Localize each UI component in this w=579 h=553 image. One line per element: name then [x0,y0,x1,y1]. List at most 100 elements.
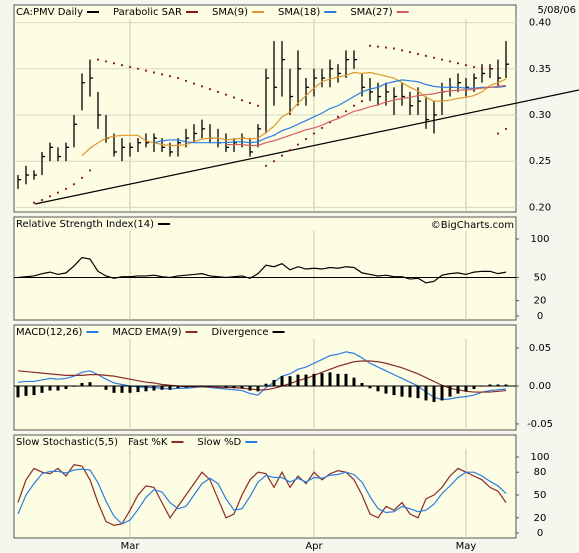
legend-label: Parabolic SAR [113,7,182,18]
sar-dot [120,64,124,67]
sar-dot [224,93,228,96]
divergence-bar [328,372,332,386]
divergence-bar [440,386,444,401]
sar-dot [80,176,84,179]
sar-dot [256,104,260,107]
divergence-bar [112,386,116,393]
legend-label: MACD(12,26) [16,327,83,338]
sar-dot [152,71,156,74]
sar-dot [136,67,140,70]
sar-dot [128,65,132,69]
sar-dot [240,99,244,102]
sar-dot [392,47,396,50]
legend-label: CA:PMV Daily [16,7,83,18]
x-tick-label: Mar [121,541,141,552]
sar-dot [472,65,476,69]
sar-dot [368,44,372,47]
sar-dot [272,160,276,163]
divergence-bar [128,386,132,393]
divergence-bar [16,386,20,398]
sar-dot [496,132,500,135]
divergence-bar [488,384,492,386]
legend-label: Divergence [212,327,269,338]
panel [13,216,517,321]
divergence-bar [496,384,500,386]
divergence-bar [64,386,68,390]
divergence-bar [120,386,124,393]
sar-dot [288,149,292,152]
divergence-bar [448,386,452,397]
x-tick-label: May [456,541,477,552]
sar-dot [504,127,508,130]
sar-dot [168,75,172,78]
sar-dot [96,58,100,61]
sar-dot [304,137,308,141]
divergence-bar [504,384,508,386]
series-line [17,463,507,527]
sar-dot [56,191,60,194]
sar-dot [72,183,76,186]
legend-label: SMA(18) [278,7,320,18]
y-tick-label: 0.40 [529,18,551,29]
y-tick-label: 100 [530,234,549,245]
sar-dot [48,195,52,198]
sar-dot [360,100,364,103]
y-tick-label: 100 [530,452,549,463]
divergence-bar [248,386,252,391]
y-tick-label: 80 [534,467,547,478]
divergence-bar [224,386,228,388]
sar-dot [264,164,268,167]
divergence-bar [376,386,380,392]
sar-dot [192,82,196,85]
sar-dot [480,67,484,70]
divergence-bar [352,377,356,386]
sar-dot [464,64,468,67]
sar-dot [440,58,444,61]
sar-dot [320,126,324,130]
divergence-bar [264,383,268,386]
divergence-bar [168,386,172,390]
y-tick-label: 20 [534,296,547,307]
y-tick-label: 0.05 [529,343,551,354]
sar-dot [376,45,380,48]
divergence-bar [56,386,60,391]
divergence-bar [104,386,108,390]
panel [13,324,517,431]
divergence-bar [464,386,468,392]
sar-dot [184,79,188,82]
divergence-bar [136,386,140,393]
y-tick-label: 0.30 [529,110,551,121]
y-tick-label: 0.00 [529,381,551,392]
y-tick-label: 0 [537,311,543,322]
panel [13,4,517,213]
divergence-bar [280,376,284,386]
series-line [17,256,507,284]
series-line [17,468,507,525]
divergence-bar [416,386,420,399]
panel-title: Slow Stochastic(5,5) [16,437,118,448]
sar-dot [112,62,116,65]
sar-dot [208,88,212,91]
sar-dot [408,51,412,54]
legend-label: SMA(27) [350,7,392,18]
sar-dot [176,76,180,80]
y-tick-label: -0.05 [527,419,553,430]
divergence-bar [32,386,36,396]
sar-dot [248,101,252,105]
divergence-bar [392,386,396,396]
sar-dot [456,62,460,65]
sar-dot [424,54,428,57]
divergence-bar [432,386,436,402]
sar-dot [400,49,404,52]
divergence-bar [256,386,260,392]
sar-dot [104,60,108,63]
sar-dot [384,46,388,49]
series-line [17,360,507,393]
series-line [153,79,507,144]
trend-line [34,89,579,205]
legend-label: Relative Strength Index(14) [16,219,154,230]
panel [13,434,517,539]
divergence-bar [80,382,84,386]
legend-label: Fast %K [128,437,168,448]
divergence-bar [48,386,52,391]
